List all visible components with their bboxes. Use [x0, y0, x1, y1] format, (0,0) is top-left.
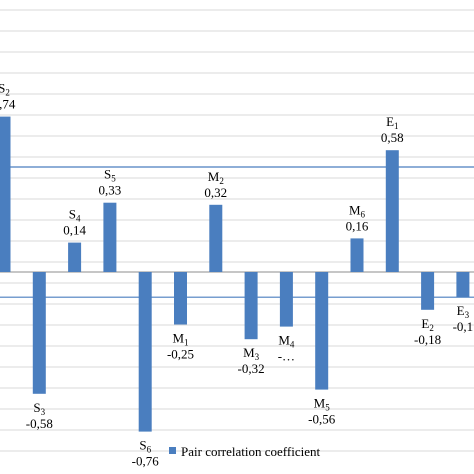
legend-swatch	[169, 447, 176, 454]
bar-category-label: E3	[457, 303, 470, 320]
bar-value-label: 0,58	[381, 130, 404, 145]
bar-value-label: 0,32	[204, 185, 227, 200]
bar-s2	[0, 116, 11, 272]
bar-category-label: S3	[33, 400, 45, 417]
bar-s3	[32, 272, 46, 394]
bar-category-label: M2	[208, 169, 224, 186]
bar-category-label: M1	[172, 331, 188, 348]
bar-value-label: -…	[278, 349, 295, 364]
bar-category-label: E2	[421, 316, 433, 333]
bar-value-label: 0,33	[99, 183, 122, 198]
bar-category-label: E1	[386, 114, 398, 131]
bar-m1	[174, 272, 187, 325]
bar-m3	[244, 272, 258, 340]
bar-m6	[350, 238, 364, 272]
bar-category-label: S2	[0, 81, 10, 98]
bar-e1	[385, 150, 399, 272]
bar-value-label: -0,56	[308, 412, 336, 427]
bar-value-label: 0,16	[346, 218, 369, 233]
legend: Pair correlation coefficient	[169, 444, 320, 459]
bar-category-label: M5	[314, 396, 331, 413]
legend-label: Pair correlation coefficient	[181, 444, 320, 459]
bar-value-label: -0,58	[26, 416, 53, 431]
bar-e3	[456, 272, 470, 298]
bar-value-label: -0,18	[414, 332, 441, 347]
bar-category-label: M6	[349, 202, 366, 219]
data-labels: S20,74 S3-0,58 S40,14 S50,33 S6-0,76 M1-0,25 M…	[0, 81, 473, 469]
bar-category-label: S5	[104, 167, 116, 184]
bar-m2	[209, 204, 223, 272]
bar-value-label: -0,76	[132, 454, 160, 469]
bar-category-label: M4	[278, 333, 295, 350]
bar-value-label: 0,14	[63, 223, 86, 238]
bar-e2	[421, 272, 435, 310]
bar-s4	[68, 242, 82, 272]
bar-category-label: S6	[139, 438, 151, 455]
bars	[0, 116, 470, 432]
bar-value-label: -0,25	[167, 347, 194, 362]
bar-m5	[315, 272, 329, 390]
bar-s5	[103, 202, 117, 272]
bar-category-label: S4	[69, 207, 81, 224]
bar-value-label: -0,32	[238, 361, 265, 376]
bar-s6	[138, 272, 152, 432]
bar-category-label: M3	[243, 345, 260, 362]
bar-m4	[279, 272, 293, 327]
bar-value-label: 0,74	[0, 97, 16, 112]
bar-value-label: -0,1	[453, 319, 474, 334]
